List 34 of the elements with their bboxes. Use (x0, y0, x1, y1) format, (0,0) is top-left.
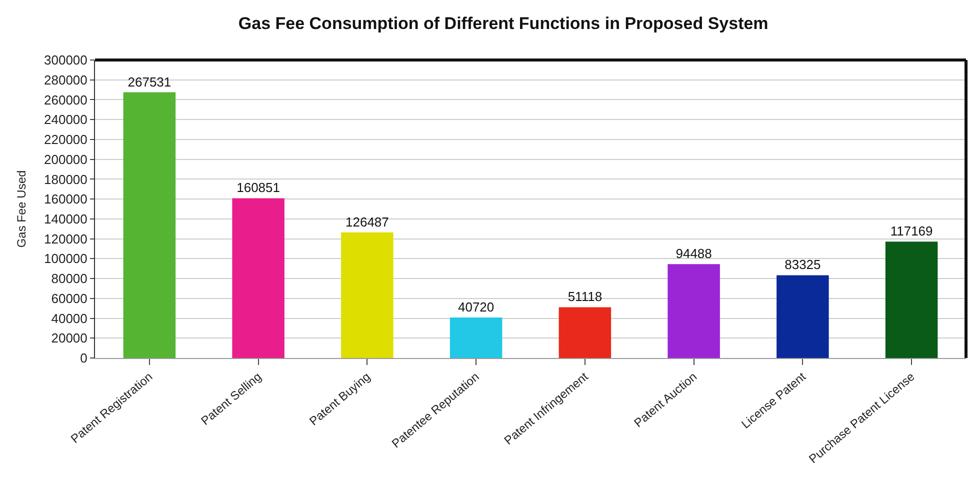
y-tick-label: 260000 (44, 92, 88, 108)
data-label: 83325 (784, 257, 821, 272)
bar (341, 232, 394, 358)
data-label: 51118 (568, 289, 602, 304)
data-label: 117169 (890, 224, 933, 239)
y-tick-label: 20000 (51, 330, 88, 346)
y-tick-label: 60000 (51, 290, 88, 306)
y-tick-label: 200000 (44, 152, 88, 167)
y-tick-label: 100000 (44, 251, 88, 266)
bar (776, 275, 829, 358)
y-tick-label: 140000 (44, 211, 88, 226)
bar (450, 318, 502, 358)
data-label: 126487 (345, 214, 389, 230)
chart-title: Gas Fee Consumption of Different Functions in Proposed System (238, 14, 768, 34)
y-tick-label: 300000 (44, 52, 88, 68)
bar (558, 307, 612, 358)
y-tick-label: 160000 (44, 192, 88, 207)
bar (232, 198, 284, 358)
y-tick-label: 280000 (44, 72, 88, 88)
data-label: 160851 (236, 180, 280, 196)
bar (123, 92, 176, 358)
y-tick-label: 220000 (44, 132, 88, 148)
data-label: 40720 (458, 300, 494, 315)
y-axis-title: Gas Fee Used (14, 170, 28, 248)
bar (668, 264, 720, 358)
y-tick-label: 120000 (44, 231, 88, 246)
y-tick-label: 0 (80, 350, 88, 366)
bar (885, 242, 938, 358)
y-tick-label: 80000 (51, 271, 88, 286)
y-tick-label: 240000 (44, 112, 88, 128)
y-tick-label: 180000 (44, 172, 88, 187)
data-label: 94488 (676, 246, 712, 262)
data-label: 267531 (128, 74, 172, 90)
y-tick-label: 40000 (51, 310, 88, 326)
